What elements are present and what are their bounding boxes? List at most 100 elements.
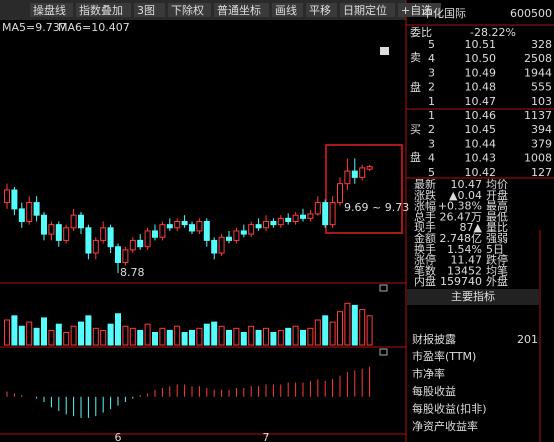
stat-value: +0.38% bbox=[438, 200, 482, 213]
candle-body bbox=[115, 246, 121, 263]
price: 10.49 bbox=[465, 66, 497, 79]
toolbar-button[interactable] bbox=[30, 3, 73, 17]
stock-code: 600500 bbox=[510, 7, 552, 20]
level: 4 bbox=[428, 152, 435, 165]
volume-bar bbox=[122, 325, 129, 346]
volume-bar bbox=[26, 321, 33, 346]
volume-bar bbox=[277, 329, 284, 346]
lock-icon[interactable] bbox=[380, 47, 389, 55]
candle-body bbox=[196, 220, 203, 232]
candle-body bbox=[85, 227, 92, 254]
toolbar-button[interactable] bbox=[272, 3, 303, 17]
volume-bar bbox=[255, 329, 262, 346]
order-volume: 394 bbox=[531, 123, 552, 136]
toolbar-button[interactable] bbox=[76, 3, 131, 17]
candle-body bbox=[203, 220, 210, 241]
toolbar-button[interactable] bbox=[134, 3, 165, 17]
volume-bar bbox=[174, 325, 181, 346]
indicator: 净资产收益率 bbox=[412, 419, 478, 433]
level: 4 bbox=[428, 52, 435, 65]
candle-body bbox=[137, 239, 144, 248]
volume-bar bbox=[107, 323, 114, 346]
volume-bar bbox=[226, 329, 232, 346]
side-label: 买 bbox=[410, 123, 421, 136]
panel-icon[interactable] bbox=[379, 284, 388, 292]
candle-body bbox=[48, 224, 55, 235]
volume-bar bbox=[55, 323, 62, 346]
volume-bar bbox=[248, 325, 255, 346]
volume-bar bbox=[314, 319, 321, 346]
candle-body bbox=[63, 227, 70, 241]
toolbar-label: +自选 bbox=[401, 4, 432, 17]
stat-label: 最低 bbox=[486, 210, 508, 223]
candle-body bbox=[307, 213, 314, 219]
toolbar-button[interactable] bbox=[340, 3, 395, 17]
stat-value: 159740 bbox=[440, 275, 482, 288]
candle-body bbox=[174, 220, 181, 229]
stat-label: 强弱 bbox=[486, 232, 508, 245]
volume-bar bbox=[292, 325, 299, 346]
volume-bar bbox=[263, 327, 269, 346]
candle-body bbox=[144, 230, 151, 248]
stat-value: 2.748亿 bbox=[440, 232, 483, 245]
level: 1 bbox=[428, 95, 435, 108]
highlight-box bbox=[325, 144, 403, 234]
candle-body bbox=[337, 183, 343, 204]
order-volume: 328 bbox=[531, 38, 552, 51]
candle-body bbox=[322, 202, 329, 226]
volume-bar bbox=[322, 315, 329, 346]
stat-label: 均价 bbox=[486, 178, 508, 191]
candle-body bbox=[70, 214, 77, 229]
panel-icon[interactable] bbox=[379, 348, 388, 356]
price: 10.44 bbox=[465, 137, 497, 150]
toolbar-button[interactable] bbox=[306, 3, 337, 17]
stat-value: 87▲ bbox=[460, 221, 483, 234]
volume-bar bbox=[233, 327, 240, 346]
ma-label: MA6=10.407 bbox=[58, 21, 130, 34]
volume-bar bbox=[92, 327, 99, 346]
stat-label: 涨幅 bbox=[414, 200, 436, 213]
candle-body bbox=[270, 220, 277, 226]
candle-body bbox=[366, 166, 373, 170]
candle-body bbox=[189, 224, 195, 232]
toolbar-button[interactable] bbox=[398, 3, 441, 17]
stock-name: 中化国际 bbox=[422, 6, 466, 20]
stat-label: 笔数 bbox=[414, 263, 436, 277]
volume-bar bbox=[300, 329, 306, 346]
volume-bar bbox=[196, 327, 203, 346]
volume-bar bbox=[41, 317, 47, 346]
volume-bar bbox=[351, 304, 358, 346]
toolbar-label: 下除权 bbox=[171, 3, 204, 17]
candle-body bbox=[166, 224, 173, 229]
volume-bar bbox=[152, 332, 158, 346]
candle-body bbox=[211, 239, 218, 254]
toolbar-button[interactable] bbox=[168, 3, 211, 17]
volume-bar bbox=[285, 327, 292, 346]
candle-body bbox=[255, 224, 262, 229]
volume-bar bbox=[100, 329, 107, 346]
candle-body bbox=[277, 217, 284, 226]
annotation: 9.69 ~ 9.73 bbox=[344, 201, 409, 214]
stat-label: 外盘 bbox=[486, 274, 508, 288]
toolbar-button[interactable] bbox=[214, 3, 269, 17]
toolbar-label: 3图 bbox=[137, 4, 155, 17]
candle-body bbox=[329, 202, 336, 226]
order-volume: 1137 bbox=[524, 109, 552, 122]
volume-bar bbox=[33, 327, 40, 346]
candle-body bbox=[159, 224, 166, 238]
section-title: 主要指标 bbox=[451, 289, 495, 303]
price: 10.50 bbox=[465, 52, 497, 65]
stat-value: ▲0.04 bbox=[449, 189, 482, 202]
stat-label: 最高 bbox=[486, 199, 508, 213]
candle-body bbox=[129, 239, 136, 251]
stat-label: 涨停 bbox=[414, 253, 436, 267]
indicator-value: 201 bbox=[517, 333, 538, 346]
indicator: 每股收益(扣非) bbox=[412, 402, 487, 416]
volume-bar bbox=[240, 332, 247, 346]
volume-bar bbox=[78, 321, 84, 346]
volume-bar bbox=[307, 327, 314, 346]
indicator: 市盈率(TTM) bbox=[412, 349, 476, 363]
level: 2 bbox=[428, 81, 435, 94]
